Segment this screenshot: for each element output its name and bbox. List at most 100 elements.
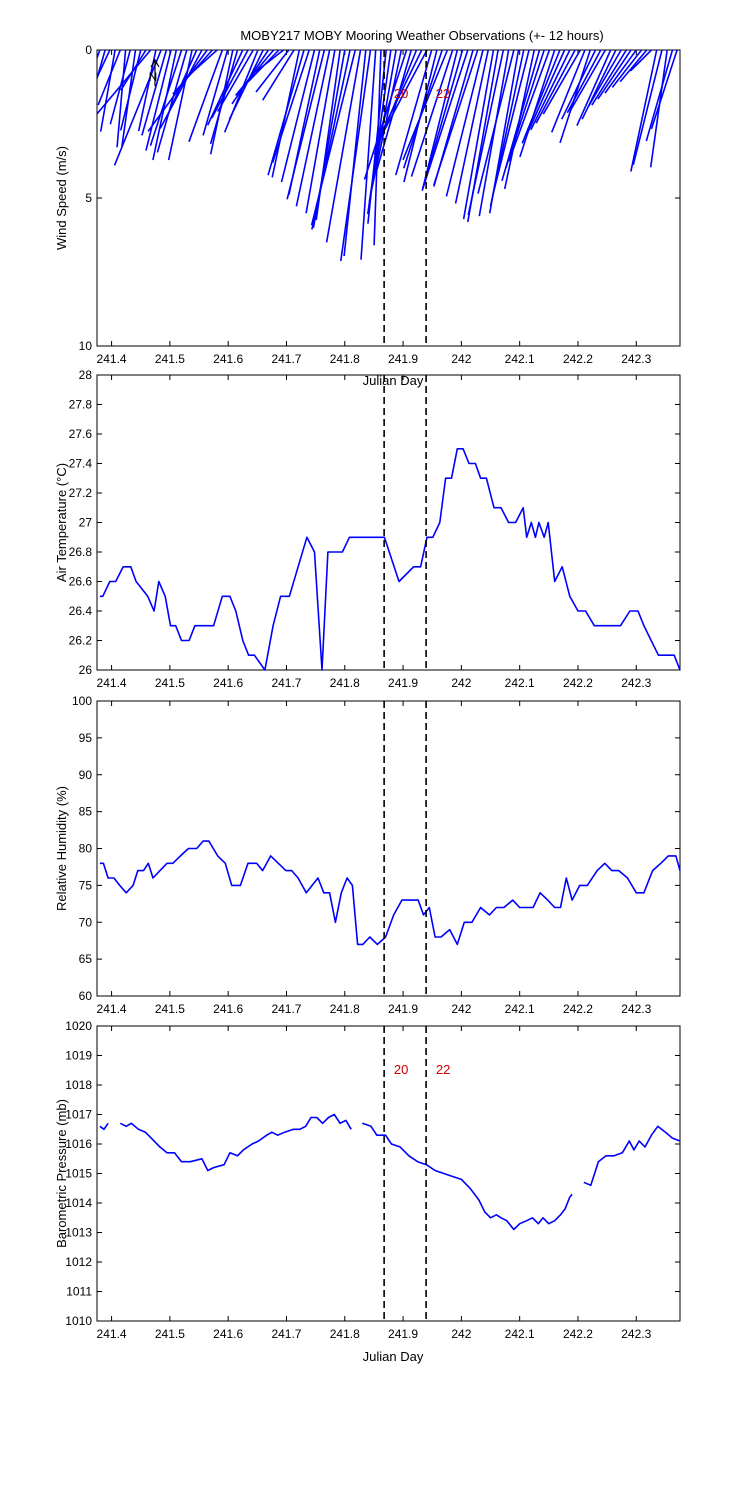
y-tick-label: 90 (79, 768, 93, 782)
y-tick-label: 75 (79, 878, 93, 892)
wind-stick (550, 50, 586, 133)
wind-stick (632, 50, 663, 166)
wind-stick (188, 50, 224, 143)
y-tick-label: 10 (79, 339, 93, 353)
wind-stick (202, 50, 229, 136)
marker-label: 20 (394, 86, 408, 101)
y-tick-label: 26 (79, 663, 93, 677)
wind-stick (113, 50, 162, 166)
wind-stick (535, 50, 576, 124)
series-line-barometric_pressure (99, 1113, 681, 1231)
wind-stick (286, 50, 326, 200)
x-tick-label: 242.1 (505, 352, 535, 366)
y-tick-label: 100 (72, 694, 92, 708)
top-panel-x-axis-label: Julian Day (363, 373, 424, 388)
wind-stick (376, 50, 423, 141)
x-tick-label: 241.6 (213, 352, 243, 366)
x-tick-label: 241.9 (388, 1002, 418, 1016)
wind-stick (445, 50, 484, 197)
y-axis-label: Air Temperature (°C) (54, 463, 69, 582)
wind-stick (604, 50, 637, 94)
wind-stick (467, 50, 505, 216)
wind-stick (295, 50, 331, 207)
x-tick-label: 242.3 (621, 676, 651, 690)
y-tick-label: 1020 (65, 1019, 92, 1033)
wind-stick (519, 50, 556, 158)
panel-relative_humidity: 241.4 241.5 241.6 241.7 241.8 241.9 242 242.1 24… (54, 694, 681, 1016)
wind-stick (156, 50, 188, 153)
panel-wind: 241.4 241.5 241.6 241.7 241.8 241.9 242 242.1 24… (54, 43, 681, 366)
marker-label: 20 (394, 1062, 408, 1077)
wind-stick (149, 50, 183, 146)
x-tick-label: 242.3 (621, 352, 651, 366)
y-tick-label: 26.2 (69, 634, 93, 648)
wind-stick (504, 50, 545, 169)
y-axis-label: Wind Speed (m/s) (54, 146, 69, 250)
wind-stick (566, 50, 602, 114)
wind-stick (491, 50, 530, 197)
x-tick-label: 241.4 (97, 676, 127, 690)
y-tick-label: 1019 (65, 1049, 92, 1063)
y-tick-label: 1011 (66, 1285, 92, 1299)
panel-air_temperature: 241.4 241.5 241.6 241.7 241.8 241.9 242 242.1 24… (54, 368, 681, 690)
wind-stick (421, 50, 459, 191)
wind-stick (305, 50, 336, 214)
y-tick-label: 5 (85, 191, 92, 205)
wind-stick (521, 50, 561, 144)
plot-frame (96, 374, 681, 671)
wind-stick (410, 50, 454, 177)
y-axis-label: Relative Humidity (%) (54, 786, 69, 911)
plot-frame (96, 1025, 681, 1322)
x-tick-label: 242.3 (621, 1002, 651, 1016)
wind-stick (402, 50, 449, 161)
x-tick-label: 241.4 (97, 1327, 127, 1341)
x-tick-label: 242 (451, 352, 471, 366)
wind-stick (271, 50, 310, 163)
wind-stick (561, 50, 597, 120)
x-axis-label: Julian Day (363, 1349, 424, 1364)
wind-stick (280, 50, 316, 183)
panel-barometric_pressure: 241.4 241.5 241.6 241.7 241.8 241.9 242 242.1 24… (54, 1019, 681, 1341)
x-tick-label: 242.2 (563, 352, 593, 366)
figure-title: MOBY217 MOBY Mooring Weather Observation… (240, 28, 603, 43)
wind-stick (363, 50, 408, 180)
x-tick-label: 241.5 (155, 352, 185, 366)
x-tick-label: 241.4 (97, 352, 127, 366)
x-tick-label: 242 (451, 1327, 471, 1341)
y-tick-label: 95 (79, 731, 93, 745)
wind-stick (542, 50, 581, 115)
y-tick-label: 1010 (65, 1314, 92, 1328)
wind-stick (591, 50, 628, 106)
x-tick-label: 241.7 (271, 352, 301, 366)
wind-stick (183, 50, 218, 81)
y-tick-label: 1012 (65, 1255, 92, 1269)
wind-stick (619, 50, 648, 83)
x-tick-label: 241.5 (155, 676, 185, 690)
wind-stick (530, 50, 571, 131)
wind-stick (209, 50, 239, 145)
wind-stick (267, 50, 305, 176)
x-tick-label: 242.2 (563, 1002, 593, 1016)
wind-stick (587, 50, 622, 107)
y-tick-label: 1017 (65, 1108, 92, 1122)
wind-stick (255, 50, 290, 93)
wind-stick (141, 50, 168, 136)
wind-stick (228, 50, 264, 120)
x-tick-label: 242.2 (563, 1327, 593, 1341)
wind-stick (116, 50, 127, 148)
wind-stick (262, 50, 295, 101)
x-tick-label: 242 (451, 676, 471, 690)
x-tick-label: 241.7 (271, 1327, 301, 1341)
wind-stick (145, 50, 172, 151)
wind-stick (152, 50, 178, 161)
plot-frame (96, 700, 681, 997)
x-tick-label: 241.9 (388, 676, 418, 690)
wind-stick (433, 50, 479, 186)
wind-stick (394, 50, 433, 176)
x-tick-label: 241.8 (330, 1002, 360, 1016)
y-tick-label: 1014 (65, 1196, 92, 1210)
x-tick-label: 241.5 (155, 1327, 185, 1341)
y-tick-label: 28 (79, 368, 93, 382)
x-tick-label: 241.8 (330, 1327, 360, 1341)
